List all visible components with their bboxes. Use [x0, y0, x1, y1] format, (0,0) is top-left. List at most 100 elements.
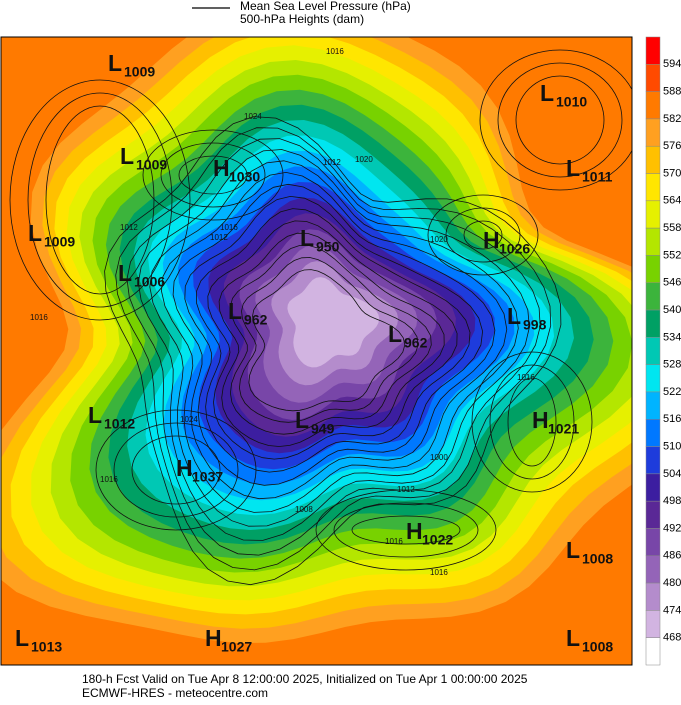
- colorbar-box: [645, 473, 661, 502]
- isobar: [238, 257, 419, 423]
- colorbar-box: [645, 555, 661, 584]
- center-type: L: [566, 625, 580, 651]
- colorbar-tick-label: 576: [663, 140, 681, 152]
- center-type: L: [295, 407, 309, 433]
- center-value: 1022: [422, 532, 453, 548]
- center-type: H: [205, 625, 222, 651]
- colorbar-box: [645, 200, 661, 229]
- center-type: L: [118, 260, 132, 286]
- center-type: L: [120, 143, 134, 169]
- colorbar-tick-label: 510: [663, 440, 681, 452]
- center-value: 1008: [582, 639, 613, 655]
- center-type: H: [406, 518, 423, 544]
- isobar: [196, 208, 471, 473]
- isobar: [218, 232, 445, 447]
- colorbar-box: [645, 91, 661, 120]
- center-value: 1009: [44, 234, 75, 250]
- center-type: L: [228, 298, 242, 324]
- colorbar-tick-label: 564: [663, 195, 681, 207]
- center-value: 949: [311, 421, 335, 437]
- isobar: [104, 116, 562, 586]
- contour-label: 1016: [385, 537, 403, 546]
- center-value: 950: [316, 239, 340, 255]
- isobar: [95, 409, 257, 531]
- center-type: H: [176, 455, 193, 481]
- colorbar-box: [645, 637, 661, 666]
- contour-label: 1016: [220, 223, 238, 232]
- contour-label: 1024: [244, 112, 262, 121]
- colorbar-box: [645, 227, 661, 256]
- center-value: 962: [404, 335, 428, 351]
- isobar: [351, 515, 461, 545]
- isobar: [178, 155, 248, 195]
- isobar: [126, 138, 541, 556]
- colorbar-box: [645, 610, 661, 638]
- colorbar-box: [645, 282, 661, 311]
- contour-label: 1012: [323, 158, 341, 167]
- colorbar-box: [645, 391, 661, 420]
- colorbar-tick-label: 468: [663, 632, 681, 644]
- isobar: [515, 75, 605, 165]
- isobar: [315, 489, 497, 571]
- contour-label: 1016: [30, 313, 48, 322]
- center-type: L: [507, 303, 521, 329]
- colorbar-box: [645, 500, 661, 529]
- colorbar-tick-label: 498: [663, 495, 681, 507]
- colorbar-tick-label: 588: [663, 86, 681, 98]
- contour-label: 1020: [355, 155, 373, 164]
- legend-heights: 500-hPa Heights (dam): [240, 12, 364, 26]
- isobar: [160, 142, 266, 208]
- legend-pressure: Mean Sea Level Pressure (hPa): [240, 0, 411, 13]
- contour-label: 1012: [397, 485, 415, 494]
- center-value: 1030: [229, 169, 260, 185]
- isobar: [207, 220, 458, 460]
- colorbar-box: [645, 364, 661, 393]
- colorbar-box: [645, 337, 661, 365]
- colorbar-tick-label: 534: [663, 331, 681, 343]
- contour-label: 1012: [210, 233, 228, 242]
- isobar: [45, 105, 155, 295]
- contour-label: 1016: [517, 373, 535, 382]
- map-frame: [0, 36, 633, 666]
- isobar: [229, 245, 432, 435]
- center-type: L: [108, 50, 122, 76]
- isobar: [113, 422, 239, 518]
- center-value: 1008: [582, 551, 613, 567]
- colorbar-box: [645, 64, 661, 92]
- center-type: L: [88, 402, 102, 428]
- colorbar-tick-label: 504: [663, 468, 681, 480]
- colorbar-box: [645, 118, 661, 147]
- colorbar: 594 588 582 576 570 564 558 552 546 540 534 528 522 5…: [645, 36, 681, 666]
- colorbar-tick-label: 528: [663, 359, 681, 371]
- isobar: [489, 364, 575, 480]
- colorbar-tick-label: 540: [663, 304, 681, 316]
- colorbar-tick-label: 492: [663, 522, 681, 534]
- colorbar-tick-label: 594: [663, 58, 681, 70]
- colorbar-box: [645, 145, 661, 174]
- colorbar-tick-label: 582: [663, 113, 681, 125]
- colorbar-box: [645, 419, 661, 447]
- isobar: [445, 207, 521, 263]
- colorbar-box: [645, 582, 661, 611]
- center-type: L: [388, 321, 402, 347]
- colorbar-box: [645, 36, 661, 65]
- colorbar-tick-label: 558: [663, 222, 681, 234]
- center-type: L: [15, 625, 29, 651]
- isobar: [149, 160, 519, 527]
- isobar: [131, 435, 221, 505]
- center-value: 998: [523, 317, 547, 333]
- center-value: 962: [244, 312, 268, 328]
- isobar: [27, 92, 173, 308]
- center-type: L: [566, 537, 580, 563]
- isobar: [9, 79, 191, 321]
- isobar: [137, 149, 530, 541]
- isobar: [172, 183, 496, 500]
- center-type: H: [483, 227, 500, 253]
- isobar: [497, 62, 623, 178]
- center-value: 1013: [31, 639, 62, 655]
- colorbar-tick-label: 522: [663, 386, 681, 398]
- isobar: [507, 377, 557, 467]
- center-value: 1037: [192, 469, 223, 485]
